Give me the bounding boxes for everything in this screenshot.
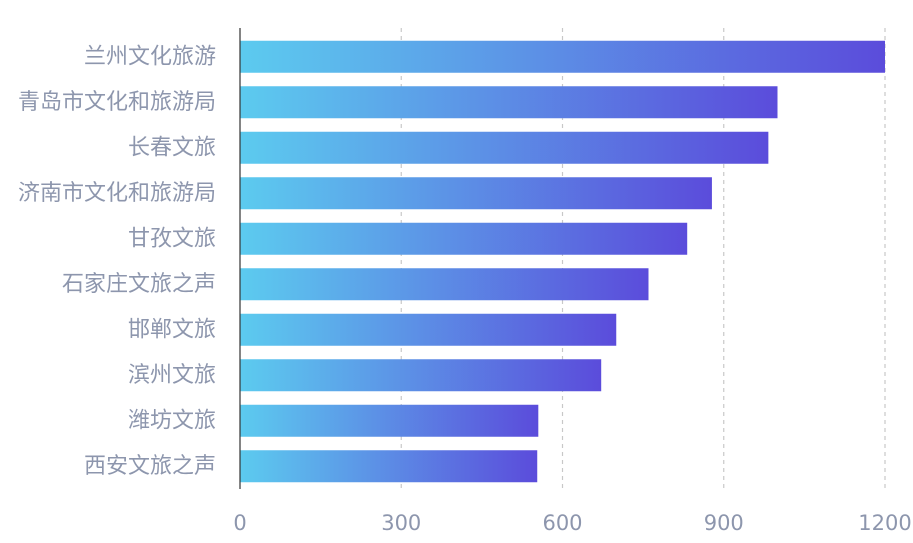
x-tick-label-900: 900 xyxy=(704,511,744,535)
x-tick-label-0: 0 xyxy=(233,511,246,535)
bar-5[interactable] xyxy=(240,268,649,301)
bar-8[interactable] xyxy=(240,404,539,437)
category-label-9: 西安文旅之声 xyxy=(84,454,216,479)
x-tick-label-300: 300 xyxy=(381,511,421,535)
bar-2[interactable] xyxy=(240,131,769,164)
category-label-6: 邯郸文旅 xyxy=(128,317,216,342)
bar-7[interactable] xyxy=(240,359,602,392)
x-tick-labels: 0 300 600 900 1200 xyxy=(233,511,911,535)
category-label-1: 青岛市文化和旅游局 xyxy=(18,90,216,115)
bar-9[interactable] xyxy=(240,450,538,483)
category-label-4: 甘孜文旅 xyxy=(128,226,216,251)
category-label-0: 兰州文化旅游 xyxy=(84,44,216,69)
category-labels: 兰州文化旅游青岛市文化和旅游局长春文旅济南市文化和旅游局甘孜文旅石家庄文旅之声邯… xyxy=(18,44,216,479)
category-label-3: 济南市文化和旅游局 xyxy=(18,181,216,206)
category-label-5: 石家庄文旅之声 xyxy=(62,272,216,297)
bar-1[interactable] xyxy=(240,86,778,119)
bar-0[interactable] xyxy=(240,40,885,73)
category-label-2: 长春文旅 xyxy=(128,135,216,160)
bars xyxy=(240,40,885,483)
x-tick-label-1200: 1200 xyxy=(858,511,911,535)
bar-6[interactable] xyxy=(240,313,617,346)
category-label-8: 潍坊文旅 xyxy=(128,408,216,433)
bar-3[interactable] xyxy=(240,177,712,210)
bar-4[interactable] xyxy=(240,222,688,255)
category-label-7: 滨州文旅 xyxy=(128,363,216,388)
x-tick-label-600: 600 xyxy=(542,511,582,535)
